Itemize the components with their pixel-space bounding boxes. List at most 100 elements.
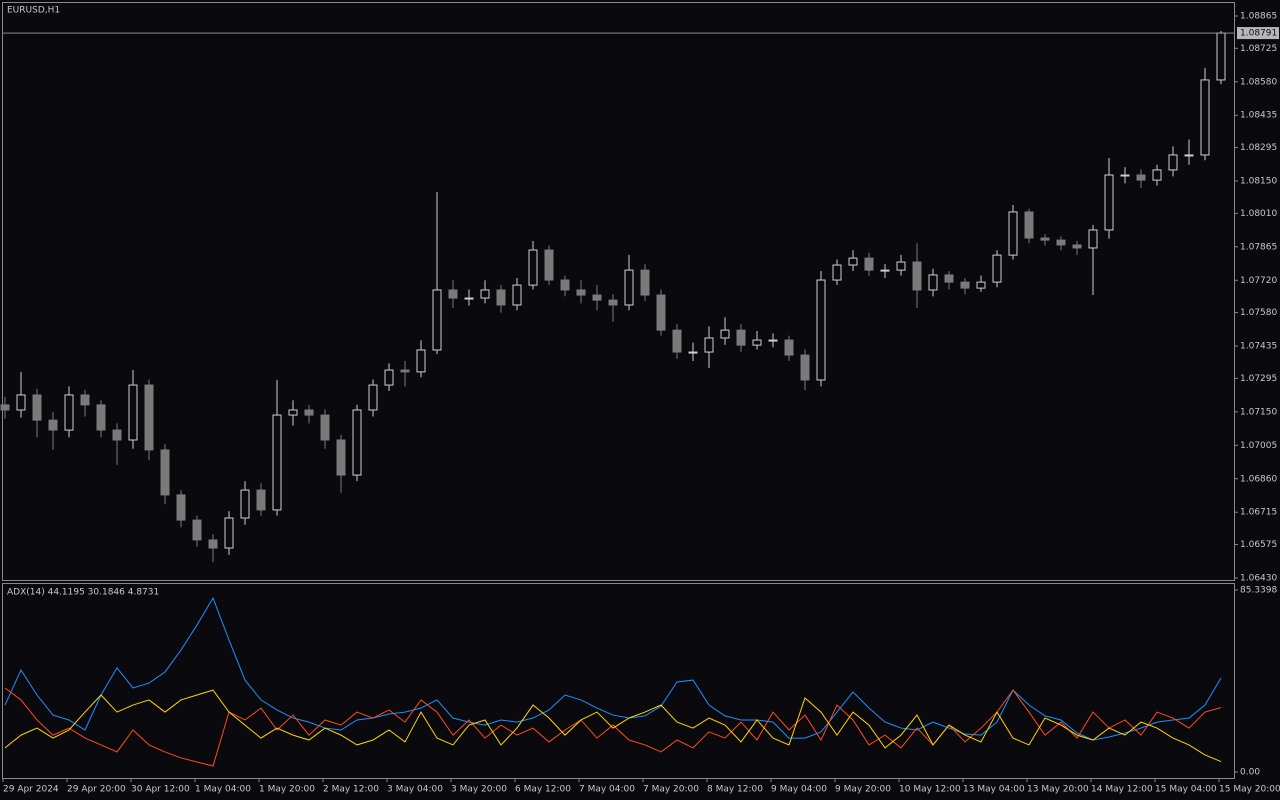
- candle-body: [560, 279, 570, 291]
- x-tick-label: 8 May 12:00: [707, 785, 763, 795]
- candle-body: [240, 489, 250, 519]
- x-tick-label: 7 May 04:00: [579, 785, 635, 795]
- candle-body: [608, 299, 618, 306]
- adx-line: [4, 596, 1222, 741]
- price-panel: [2, 2, 1235, 581]
- candle-body: [704, 337, 714, 353]
- candle-body: [1008, 211, 1018, 256]
- y-tick-label: 1.06430: [1240, 574, 1277, 584]
- candle-body: [736, 329, 746, 346]
- candle-body: [160, 449, 170, 496]
- x-tick-label: 29 Apr 20:00: [67, 785, 126, 795]
- candle-body: [752, 339, 762, 346]
- y-tick-label: 1.08865: [1240, 12, 1277, 22]
- candle-body: [272, 414, 282, 511]
- candle-body: [464, 297, 474, 300]
- candle-body: [768, 339, 778, 342]
- candle-body: [432, 289, 442, 351]
- candle-body: [656, 294, 666, 331]
- candle-body: [96, 404, 106, 431]
- candle-body: [1024, 211, 1034, 239]
- y-tick-label: 1.07580: [1240, 308, 1277, 318]
- candle-body: [416, 349, 426, 373]
- y-tick-label: 1.06860: [1240, 474, 1277, 484]
- y-tick-label: 1.08010: [1240, 209, 1277, 219]
- y-tick-label: 1.06575: [1240, 540, 1277, 550]
- candle-body: [1104, 174, 1114, 231]
- candle-body: [512, 284, 522, 306]
- candle-body: [208, 539, 218, 549]
- y-tick-label: 1.08150: [1240, 177, 1277, 187]
- last-price-label: 1.08791: [1240, 29, 1277, 39]
- candle-body: [112, 429, 122, 441]
- candle-body: [640, 269, 650, 296]
- y-tick-label: 1.07150: [1240, 407, 1277, 417]
- candle-body: [384, 369, 394, 386]
- y-tick-label: 85.3398: [1240, 586, 1277, 596]
- x-tick-label: 9 May 20:00: [835, 785, 891, 795]
- candle-body: [592, 294, 602, 301]
- y-tick-label: 1.08725: [1240, 44, 1277, 54]
- candle-body: [352, 409, 362, 476]
- symbol-title: EURUSD,H1: [7, 6, 60, 16]
- candle-body: [1088, 229, 1098, 249]
- candle-body: [1184, 154, 1194, 157]
- candle-body: [880, 269, 890, 272]
- candle-body: [144, 384, 154, 451]
- candle-body: [128, 384, 138, 441]
- indicator-title: ADX(14) 44.1195 30.1846 4.8731: [7, 588, 159, 598]
- candle-body: [176, 494, 186, 521]
- candle-body: [320, 414, 330, 441]
- candle-body: [1120, 174, 1130, 177]
- candle-body: [1216, 32, 1226, 81]
- x-tick-label: 3 May 20:00: [451, 785, 507, 795]
- y-tick-label: 0.00: [1240, 768, 1260, 778]
- y-tick-label: 1.06715: [1240, 508, 1277, 518]
- candle-body: [992, 254, 1002, 283]
- x-tick-label: 7 May 20:00: [643, 785, 699, 795]
- candle-body: [1072, 244, 1082, 249]
- candle-body: [720, 329, 730, 339]
- candle-body: [1200, 79, 1210, 156]
- candle-body: [848, 257, 858, 266]
- candle-body: [288, 409, 298, 416]
- candle-body: [480, 289, 490, 299]
- candle-body: [48, 419, 58, 431]
- adx-line: [4, 689, 1222, 763]
- y-tick-label: 1.07720: [1240, 276, 1277, 286]
- y-tick-label: 1.07295: [1240, 374, 1277, 384]
- candle-body: [672, 329, 682, 353]
- y-tick-label: 1.08295: [1240, 143, 1277, 153]
- x-tick-label: 15 May 04:00: [1155, 785, 1217, 795]
- x-tick-label: 2 May 12:00: [323, 785, 379, 795]
- candle-body: [912, 261, 922, 291]
- x-tick-label: 10 May 12:00: [899, 785, 961, 795]
- candle-body: [80, 394, 90, 406]
- y-tick-label: 1.07005: [1240, 441, 1277, 451]
- candle-body: [368, 384, 378, 411]
- candle-body: [528, 249, 538, 286]
- y-tick-label: 1.07865: [1240, 242, 1277, 252]
- x-tick-label: 15 May 20:00: [1219, 785, 1280, 795]
- candle-body: [448, 289, 458, 299]
- x-tick-label: 1 May 04:00: [195, 785, 251, 795]
- y-tick-label: 1.08435: [1240, 111, 1277, 121]
- candle-body: [496, 289, 506, 306]
- candle-body: [1152, 169, 1162, 181]
- candle-body: [1040, 237, 1050, 241]
- candle-body: [896, 261, 906, 271]
- candle-body: [960, 281, 970, 289]
- x-tick-label: 3 May 04:00: [387, 785, 443, 795]
- candle-body: [1136, 174, 1146, 181]
- adx-line: [4, 687, 1222, 767]
- candle-body: [256, 489, 266, 511]
- indicator-panel: [2, 583, 1235, 779]
- candle-body: [976, 281, 986, 289]
- last-price-box: [1237, 27, 1279, 40]
- candle-body: [336, 439, 346, 476]
- x-tick-label: 13 May 20:00: [1027, 785, 1089, 795]
- x-tick-label: 6 May 12:00: [515, 785, 571, 795]
